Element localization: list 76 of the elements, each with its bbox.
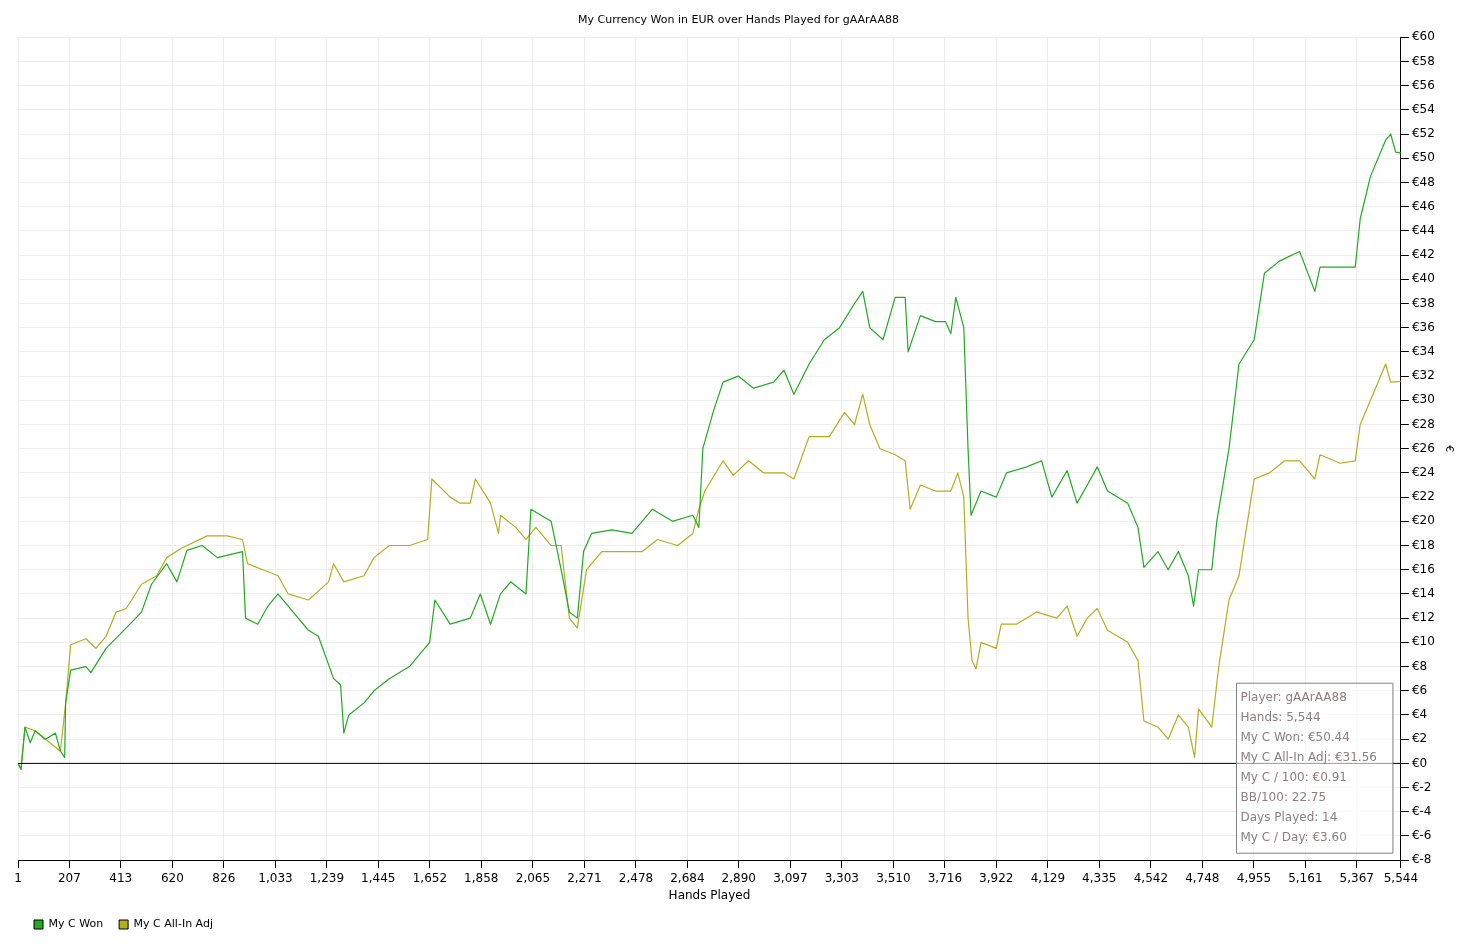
y-tick-label: €18 <box>1411 537 1435 552</box>
x-tick-label: 2,684 <box>670 870 705 885</box>
x-tick-label: 3,716 <box>927 870 963 885</box>
x-tick-label: 2,890 <box>721 870 756 885</box>
y-tick-label: €-4 <box>1411 803 1432 818</box>
y-tick-label: €24 <box>1411 465 1435 480</box>
y-tick-label: €12 <box>1411 610 1435 625</box>
y-tick-label: €26 <box>1411 440 1435 455</box>
x-tick-label: 207 <box>57 870 81 885</box>
y-tick-label: €48 <box>1411 174 1435 189</box>
y-tick-label: €50 <box>1411 150 1435 165</box>
x-tick-label: 3,303 <box>824 870 859 885</box>
x-tick-label: 2,065 <box>515 870 551 885</box>
annotation: My C Won: €50.44 <box>1240 730 1350 745</box>
y-tick-label: €6 <box>1411 682 1428 697</box>
y-tick-label: €-2 <box>1411 779 1432 794</box>
y-tick-label: €58 <box>1411 53 1435 68</box>
annotation: BB/100: 22.75 <box>1240 790 1327 805</box>
annotation: Player: gAArAA88 <box>1240 690 1347 705</box>
y-tick-label: €22 <box>1411 489 1435 504</box>
x-tick-label: 3,922 <box>979 870 1014 885</box>
y-tick-label: €10 <box>1411 634 1435 649</box>
y-tick-label: €2 <box>1411 731 1428 746</box>
y-tick-label: €56 <box>1411 77 1435 92</box>
y-tick-label: €4 <box>1411 707 1428 722</box>
y-tick-label: €30 <box>1411 392 1435 407</box>
x-tick-label: 4,748 <box>1185 870 1220 885</box>
y-tick-label: €52 <box>1411 126 1435 141</box>
x-tick-label: 5,367 <box>1339 870 1374 885</box>
x-tick-label: 2,478 <box>618 870 654 885</box>
y-tick-label: €20 <box>1411 513 1435 528</box>
x-tick-label: 1 <box>14 870 22 885</box>
x-tick-label: 3,097 <box>773 870 808 885</box>
x-tick-label: 4,955 <box>1236 870 1272 885</box>
y-tick-label: €14 <box>1411 586 1435 601</box>
x-tick-label: 1,033 <box>258 870 293 885</box>
x-tick-label: 1,858 <box>464 870 499 885</box>
y-tick-label: €0 <box>1411 755 1428 770</box>
y-tick-label: €44 <box>1411 222 1435 237</box>
y-tick-label: €28 <box>1411 416 1435 431</box>
y-tick-label: €60 <box>1411 29 1435 44</box>
x-tick-label: 413 <box>109 870 133 885</box>
x-tick-label: 620 <box>160 870 184 885</box>
y-tick-label: €16 <box>1411 561 1435 576</box>
annotation: My C / Day: €3.60 <box>1240 830 1347 845</box>
x-tick-label: 826 <box>212 870 236 885</box>
y-tick-label: €36 <box>1411 319 1435 334</box>
x-tick-label: 1,239 <box>309 870 345 885</box>
x-tick-label: 1,652 <box>412 870 448 885</box>
y-tick-label: €46 <box>1411 198 1435 213</box>
x-tick-label: 2,271 <box>567 870 602 885</box>
x-tick-label: 4,335 <box>1082 870 1117 885</box>
x-tick-label: 5,544 <box>1383 870 1419 885</box>
y-tick-label: €8 <box>1411 658 1428 673</box>
x-tick-label: 4,542 <box>1133 870 1169 885</box>
y-tick-label: €-6 <box>1411 828 1432 843</box>
y-tick-label: €32 <box>1411 368 1435 383</box>
y-tick-label: €42 <box>1411 247 1435 262</box>
x-tick-label: 3,510 <box>876 870 911 885</box>
legend-label: My C Won <box>48 917 104 931</box>
y-tick-label: €-8 <box>1411 852 1432 867</box>
x-tick-label: 5,161 <box>1288 870 1323 885</box>
annotation: Days Played: 14 <box>1240 810 1338 825</box>
y-tick-label: €54 <box>1411 101 1435 116</box>
y-tick-label: €38 <box>1411 295 1435 310</box>
y-tick-label: €34 <box>1411 344 1435 358</box>
annotation: My C / 100: €0.91 <box>1240 770 1347 785</box>
x-axis-title: Hands Played <box>668 887 751 902</box>
y-tick-label: €40 <box>1411 271 1435 286</box>
annotation: My C All-In Adj: €31.56 <box>1240 750 1377 765</box>
legend-label: My C All-In Adj <box>133 917 213 931</box>
x-tick-label: 4,129 <box>1030 870 1066 885</box>
x-tick-label: 1,445 <box>361 870 396 885</box>
y-axis-title: € <box>1442 445 1456 453</box>
chart-title: My Currency Won in EUR over Hands Played for gAArAA88 <box>578 13 899 27</box>
annotation: Hands: 5,544 <box>1240 710 1321 725</box>
